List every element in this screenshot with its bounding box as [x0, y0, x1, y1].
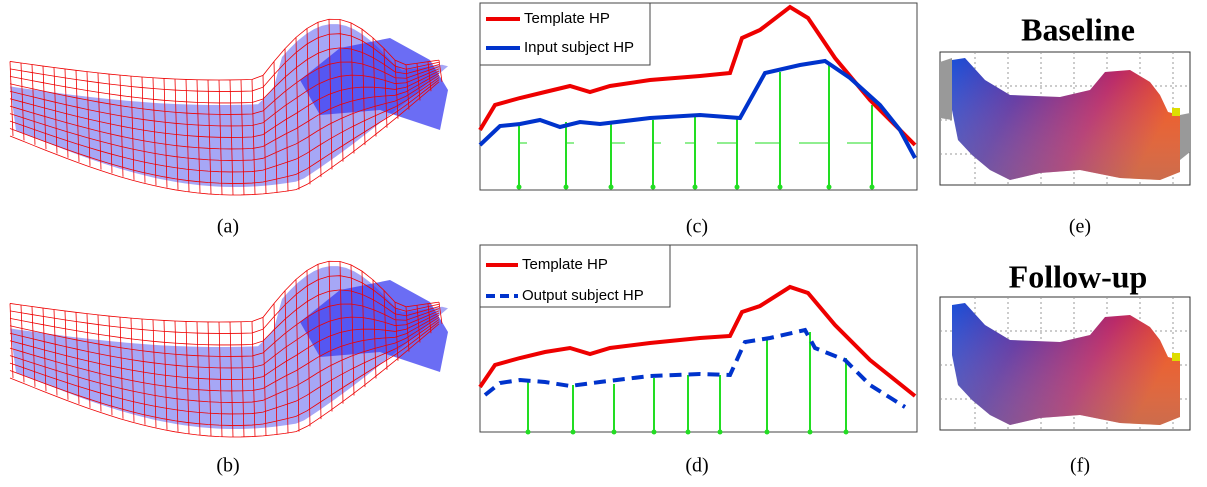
edge-mark	[1172, 353, 1180, 361]
panel-title: Baseline	[1021, 11, 1135, 47]
mesh-line	[317, 264, 322, 420]
correspondence-dot	[608, 184, 614, 190]
correspondence-dot	[869, 184, 875, 190]
correspondence-dot	[734, 184, 740, 190]
subject-curve	[478, 58, 917, 159]
correspondence-dot	[650, 184, 656, 190]
mesh-line	[328, 261, 333, 412]
mesh-line	[405, 306, 410, 352]
edge-mark	[1172, 108, 1180, 116]
mesh-line	[295, 37, 300, 190]
correspondence-dot	[807, 429, 813, 435]
hippocampus-shade	[952, 58, 1180, 180]
correspondence-dot	[570, 429, 576, 435]
mesh-line	[9, 260, 440, 323]
mesh-line	[306, 270, 311, 427]
correspondence-dot	[826, 184, 832, 190]
legend-label: Template HP	[524, 10, 610, 27]
mesh-line	[306, 28, 311, 185]
mesh-line	[9, 314, 440, 392]
panel-title: Follow-up	[1009, 258, 1148, 294]
mesh-line	[9, 289, 440, 346]
mesh-line	[262, 317, 267, 436]
panel-caption: (a)	[217, 216, 239, 238]
mesh-line	[438, 302, 443, 324]
mesh-line	[9, 323, 440, 438]
correspondence-dot	[516, 184, 522, 190]
mesh-panel-a	[9, 18, 448, 196]
surface-dark	[300, 38, 448, 130]
panel-caption: (d)	[685, 455, 708, 477]
mesh-line	[9, 61, 440, 115]
mesh-line	[405, 64, 410, 110]
correspondence-dot	[611, 429, 617, 435]
mesh-line	[416, 305, 421, 343]
subject-curve	[483, 327, 907, 409]
mesh-line	[273, 61, 278, 193]
correspondence-dot	[692, 184, 698, 190]
plot-panel-c: Template HP Input subject HP	[478, 2, 918, 191]
mesh-line	[262, 75, 267, 194]
panel-caption: (c)	[686, 216, 708, 238]
correspondence-dot	[525, 429, 531, 435]
template-curve	[478, 4, 917, 147]
mesh-line	[9, 47, 440, 104]
correspondence-dot	[717, 429, 723, 435]
panel-caption: (b)	[216, 455, 239, 477]
mesh-line	[295, 279, 300, 432]
mesh-line	[9, 33, 440, 92]
mesh-line	[9, 317, 440, 403]
mesh-line	[9, 312, 440, 380]
mesh-line	[9, 72, 440, 150]
mesh-line	[284, 48, 289, 192]
mesh-line	[9, 303, 440, 357]
gray-region	[1180, 113, 1190, 160]
legend-label: Output subject HP	[522, 287, 644, 304]
correspondence-dot	[563, 184, 569, 190]
mesh-line	[9, 77, 440, 173]
legend-label: Template HP	[522, 256, 608, 273]
mesh-line	[9, 70, 440, 138]
mesh-line	[9, 75, 440, 161]
mesh-line	[317, 22, 322, 178]
legend-box	[479, 244, 671, 308]
mesh-line	[284, 290, 289, 434]
template-curve	[478, 284, 917, 398]
mesh-line	[9, 319, 440, 415]
mesh-line	[9, 79, 440, 184]
mesh-line	[9, 321, 440, 426]
panel-caption: (f)	[1070, 455, 1090, 477]
correspondence-dot	[843, 429, 849, 435]
mesh-line	[416, 63, 421, 101]
image-panel-f	[939, 296, 1191, 431]
gray-region	[940, 58, 952, 120]
mesh-line	[9, 68, 440, 127]
legend-label: Input subject HP	[524, 39, 634, 56]
mesh-line	[9, 81, 440, 196]
panel-caption: (e)	[1069, 216, 1091, 238]
surface-dark	[300, 280, 448, 372]
mesh-line	[328, 19, 333, 170]
mesh-panel-b	[9, 260, 448, 438]
image-panel-e	[939, 51, 1191, 186]
correspondence-dot	[777, 184, 783, 190]
mesh-line	[9, 310, 440, 369]
correspondence-dot	[685, 429, 691, 435]
correspondence-dot	[764, 429, 770, 435]
hippocampus-shade	[952, 303, 1180, 425]
mesh-line	[9, 18, 440, 81]
legend-box	[479, 2, 651, 66]
mesh-line	[9, 275, 440, 334]
correspondence-dot	[651, 429, 657, 435]
mesh-line	[273, 303, 278, 435]
plot-panel-d: Template HP Output subject HP	[478, 244, 918, 435]
mesh-line	[438, 60, 443, 82]
